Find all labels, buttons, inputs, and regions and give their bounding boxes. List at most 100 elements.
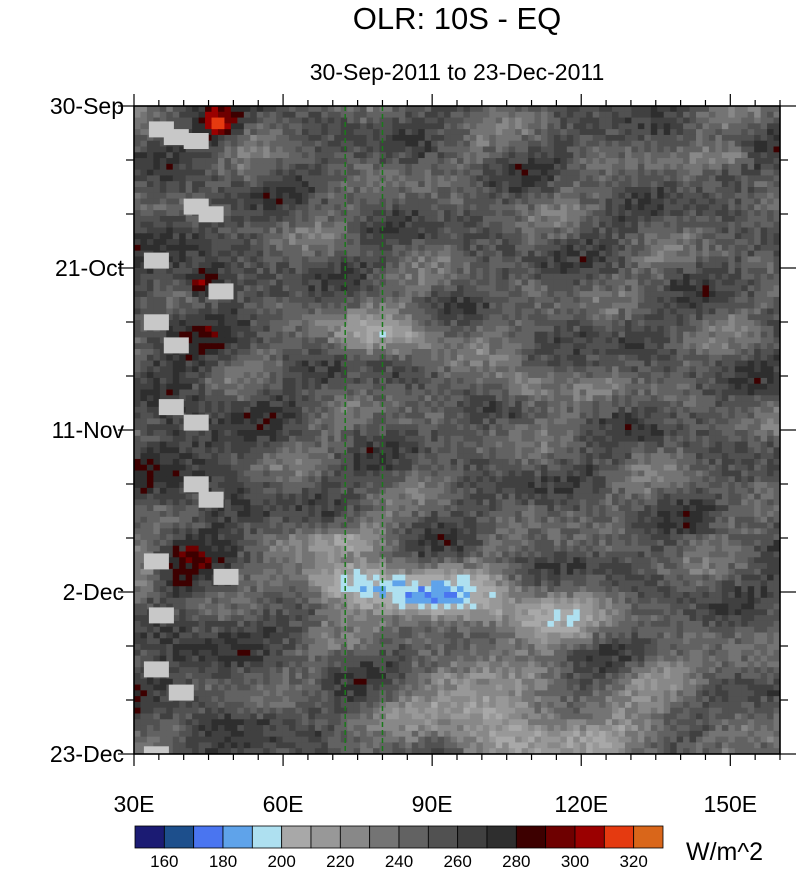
- field-cell: [153, 389, 161, 396]
- field-cell: [592, 239, 600, 246]
- field-cell: [586, 163, 594, 171]
- field-cell: [683, 169, 691, 177]
- field-cell: [263, 221, 271, 229]
- field-cell: [676, 181, 684, 188]
- field-cell: [159, 134, 167, 142]
- field-cell: [599, 146, 607, 153]
- field-cell: [696, 337, 704, 344]
- field-cell: [379, 163, 387, 171]
- field-cell: [469, 140, 477, 148]
- field-cell: [353, 169, 361, 177]
- field-cell: [327, 146, 335, 153]
- field-cell: [741, 349, 749, 356]
- field-cell: [321, 204, 329, 211]
- field-cell: [670, 325, 678, 333]
- field-cell: [224, 175, 232, 182]
- field-cell: [715, 360, 723, 367]
- field-cell: [418, 320, 426, 327]
- field-cell: [534, 372, 542, 379]
- field-cell: [301, 291, 310, 298]
- field-cell: [243, 296, 251, 304]
- field-cell: [179, 239, 187, 246]
- field-cell: [528, 181, 536, 188]
- field-cell: [418, 123, 426, 130]
- field-cell: [217, 239, 226, 246]
- field-cell: [521, 140, 529, 148]
- field-cell: [263, 250, 271, 258]
- field-cell: [308, 221, 316, 229]
- field-cell: [340, 279, 348, 286]
- field-cell: [476, 181, 484, 188]
- field-cell: [605, 198, 613, 205]
- field-cell: [560, 354, 568, 362]
- field-cell: [450, 337, 458, 344]
- field-cell: [747, 233, 755, 240]
- field-cell: [573, 134, 581, 142]
- field-cell: [754, 273, 762, 281]
- field-cell: [528, 123, 536, 130]
- field-cell: [741, 256, 749, 263]
- field-cell: [547, 181, 555, 188]
- field-cell: [140, 354, 148, 362]
- field-cell: [224, 325, 232, 333]
- field-cell: [159, 192, 167, 200]
- field-cell: [243, 239, 251, 246]
- field-cell: [263, 366, 271, 373]
- field-cell: [289, 337, 297, 344]
- field-cell: [243, 158, 251, 165]
- field-cell: [224, 250, 232, 258]
- field-cell: [482, 187, 490, 194]
- field-cell: [773, 279, 780, 286]
- field-cell: [573, 314, 581, 321]
- field-cell: [217, 175, 226, 182]
- field-cell: [599, 296, 607, 304]
- field-cell: [696, 389, 704, 396]
- field-cell: [670, 111, 678, 119]
- field-cell: [444, 349, 452, 356]
- field-cell: [767, 187, 775, 194]
- field-cell: [179, 175, 187, 182]
- field-cell: [392, 302, 400, 310]
- field-cell: [198, 314, 206, 321]
- field-cell: [482, 268, 490, 275]
- field-cell: [650, 383, 658, 391]
- field-cell: [521, 366, 529, 373]
- field-cell: [495, 215, 503, 223]
- field-cell: [599, 129, 607, 136]
- field-cell: [185, 244, 193, 252]
- field-cell: [340, 152, 348, 159]
- field-cell: [366, 181, 374, 188]
- field-cell: [276, 360, 284, 367]
- field-cell: [566, 308, 574, 315]
- field-cell: [347, 331, 355, 339]
- field-cell: [146, 198, 154, 205]
- field-cell: [153, 354, 161, 362]
- field-cell: [353, 383, 361, 391]
- field-cell: [256, 163, 264, 171]
- field-cell: [250, 349, 258, 356]
- field-cell: [728, 129, 736, 136]
- field-cell: [250, 123, 258, 130]
- field-cell: [405, 268, 413, 275]
- field-cell: [515, 383, 523, 391]
- field-cell: [670, 198, 678, 205]
- field-cell: [276, 134, 284, 142]
- field-cell: [502, 320, 510, 327]
- field-cell: [269, 221, 277, 229]
- field-cell: [159, 343, 167, 350]
- field-cell: [457, 256, 465, 263]
- field-cell: [198, 233, 206, 240]
- field-cell: [508, 129, 516, 136]
- field-cell: [205, 296, 213, 304]
- field-cell: [237, 233, 245, 240]
- field-cell: [424, 140, 432, 148]
- field-cell: [534, 262, 542, 269]
- field-cell: [179, 366, 187, 373]
- field-cell: [418, 239, 426, 246]
- field-cell: [534, 366, 542, 373]
- field-cell: [650, 296, 658, 304]
- field-cell: [230, 343, 238, 350]
- field-cell: [192, 360, 200, 367]
- field-cell: [670, 349, 678, 356]
- field-cell: [314, 308, 322, 315]
